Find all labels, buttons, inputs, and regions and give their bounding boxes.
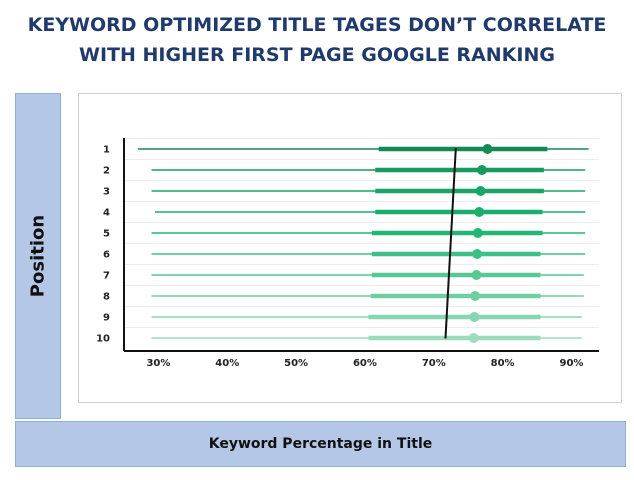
x-axis-label-box: Keyword Percentage in Title	[15, 421, 626, 467]
x-tick-label: 60%	[353, 358, 377, 369]
y-tick-label: 4	[103, 208, 110, 219]
chart-svg: 30% 40% 50% 60% 70% 80% 90% 1 2 3 4 5 6 7 8 9 10	[96, 138, 599, 369]
data-point	[469, 312, 480, 322]
y-tick-label: 2	[103, 166, 110, 177]
data-point	[472, 228, 483, 238]
y-tick-label: 10	[96, 334, 110, 345]
y-axis-label: Position	[27, 214, 49, 298]
y-axis-label-box: Position	[15, 93, 61, 419]
plot-frame: 30% 40% 50% 60% 70% 80% 90% 1 2 3 4 5 6 7 8 9 10	[78, 93, 622, 403]
data-point	[470, 291, 481, 301]
y-tick-label: 5	[103, 229, 110, 240]
x-tick-label: 90%	[559, 358, 583, 369]
y-tick-label: 9	[103, 313, 110, 324]
data-point	[468, 333, 479, 343]
data-point	[471, 270, 482, 280]
title-line-1: KEYWORD OPTIMIZED TITLE TAGES DON’T CORR…	[27, 14, 607, 36]
y-tick-label: 8	[103, 292, 110, 303]
data-point	[474, 207, 485, 217]
title-line-2: WITH HIGHER FIRST PAGE GOOGLE RANKING	[79, 44, 555, 66]
x-tick-label: 50%	[284, 358, 308, 369]
x-tick-label: 30%	[146, 358, 170, 369]
x-axis-label: Keyword Percentage in Title	[208, 436, 433, 452]
y-tick-label: 6	[103, 250, 110, 261]
y-tick-label: 1	[103, 145, 110, 156]
data-point	[476, 165, 487, 175]
x-tick-label: 40%	[215, 358, 239, 369]
data-point	[475, 186, 486, 196]
chart-title: KEYWORD OPTIMIZED TITLE TAGES DON’T CORR…	[0, 10, 634, 70]
data-point	[472, 249, 483, 259]
data-point	[482, 144, 493, 154]
x-tick-label: 70%	[422, 358, 446, 369]
trend-line	[444, 147, 457, 339]
x-tick-label: 80%	[491, 358, 515, 369]
y-tick-label: 3	[103, 187, 110, 198]
y-tick-label: 7	[103, 271, 110, 282]
